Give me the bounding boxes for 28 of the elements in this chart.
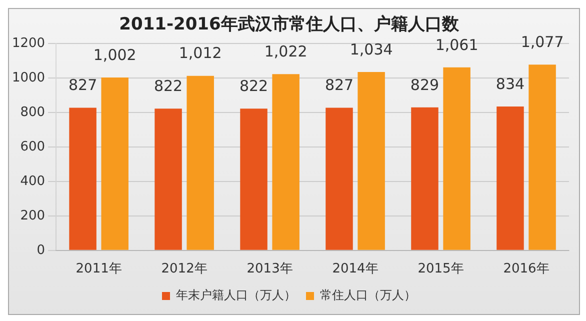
x-tick-label: 2012年 [161,262,208,277]
data-label: 1,002 [93,46,136,64]
data-label: 829 [410,76,440,94]
x-tick-label: 2016年 [503,262,550,277]
y-tick-label: 200 [20,208,46,224]
data-label: 827 [324,76,354,94]
y-tick-label: 0 [36,242,46,258]
x-tick-label: 2015年 [418,262,464,277]
data-label: 1,022 [264,42,308,60]
data-label: 1,012 [178,44,222,62]
y-tick-label: 600 [20,139,46,154]
data-label: 1,061 [435,36,478,54]
chart-title: 2011-2016年武汉市常住人口、户籍人口数 [119,14,460,35]
data-label: 834 [496,74,525,93]
data-label: 822 [239,76,268,95]
x-tick-label: 2014年 [332,262,378,277]
data-label: 1,034 [350,40,393,58]
legend-label: 常住人口（万人） [320,288,416,302]
y-tick-label: 1200 [12,36,46,51]
x-tick-label: 2013年 [246,262,293,277]
data-label: 1,077 [520,33,564,52]
y-tick-label: 800 [20,104,46,120]
data-label: 827 [68,76,98,94]
x-tick-label: 2011年 [76,262,122,277]
y-tick-label: 400 [20,174,46,189]
y-tick-label: 1000 [12,70,46,86]
legend-label: 年末户籍人口（万人） [176,288,296,302]
data-label: 822 [154,76,183,95]
